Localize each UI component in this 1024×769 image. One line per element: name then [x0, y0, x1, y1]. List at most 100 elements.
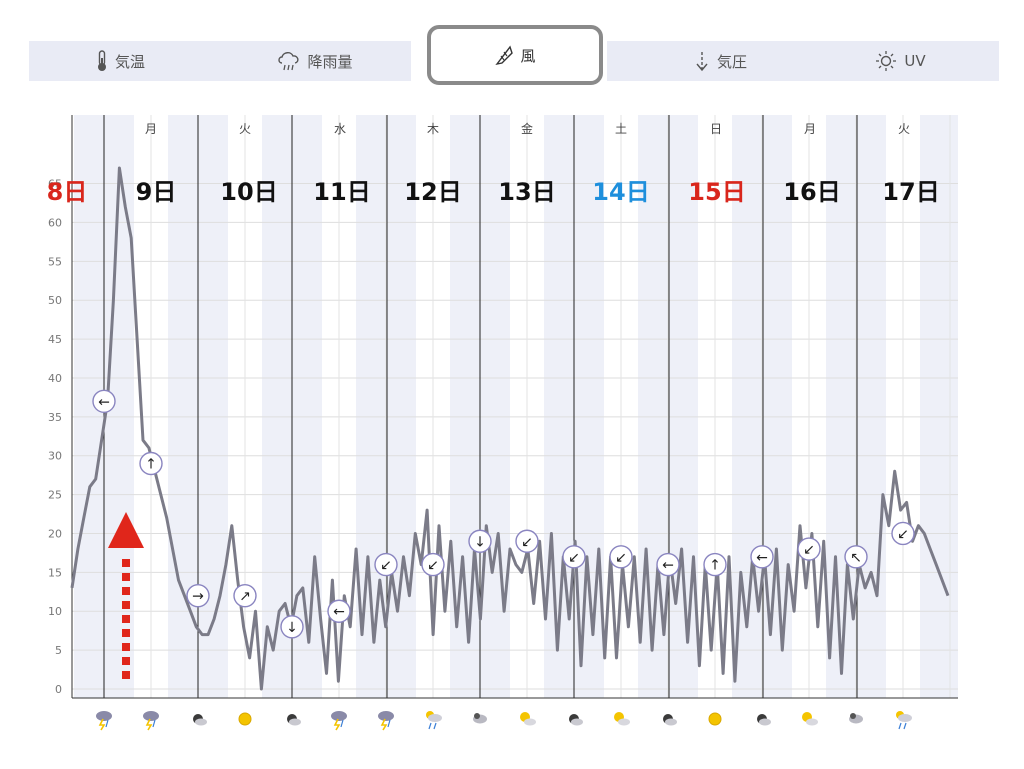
storm-icon	[378, 711, 394, 731]
y-tick-label: 45	[48, 333, 62, 346]
cloudy-night-icon	[757, 714, 771, 726]
weekday-label: 土	[615, 122, 627, 136]
night-band	[920, 115, 958, 698]
date-label: 14日	[592, 178, 649, 206]
weekday-label: 火	[239, 122, 251, 136]
tab-group-left	[29, 41, 411, 81]
tab-pressure[interactable]: 気圧	[660, 41, 780, 81]
y-tick-label: 40	[48, 372, 62, 385]
wind-direction-arrow: ←	[662, 558, 674, 574]
y-tick-label: 65	[48, 178, 62, 191]
windsock-icon	[495, 45, 514, 66]
cloudy-icon	[473, 713, 487, 724]
weekday-label: 水	[334, 122, 346, 136]
tab-group-right	[607, 41, 999, 81]
date-label: 17日	[882, 178, 939, 206]
wind-direction-marker: ↙	[515, 529, 539, 553]
wind-direction-marker: ↗	[233, 583, 257, 608]
y-tick-label: 50	[48, 294, 62, 307]
date-label: 8日	[47, 178, 88, 206]
cloudy-night-icon	[569, 714, 583, 726]
wind-direction-arrow: ↑	[709, 558, 721, 574]
wind-direction-arrow: ↓	[286, 620, 298, 636]
cloudy-icon	[849, 713, 863, 724]
y-tick-label: 25	[48, 489, 62, 502]
wind-direction-marker: ↙	[797, 537, 821, 561]
wind-direction-marker: ↓	[468, 529, 492, 553]
metric-tab-bar: 気温 降雨量 風 気圧	[0, 0, 1024, 100]
wind-direction-arrow: ↗	[239, 589, 251, 605]
cloudy-night-icon	[663, 714, 677, 726]
wind-direction-arrow: ←	[756, 550, 768, 566]
wind-direction-marker: ←	[750, 545, 774, 569]
tab-uv-label: UV	[904, 52, 926, 70]
date-label: 10日	[220, 178, 277, 206]
tab-temperature-label: 気温	[114, 52, 145, 71]
wind-direction-marker: ↑	[139, 451, 163, 476]
sunny-icon	[708, 712, 722, 726]
weekday-label: 金	[521, 121, 533, 136]
wind-direction-arrow: ↙	[427, 558, 439, 574]
y-tick-label: 10	[48, 605, 62, 618]
annotation-arrow	[108, 512, 144, 679]
wind-direction-marker: ←	[327, 599, 351, 623]
wind-direction-arrow: ←	[98, 394, 110, 410]
tab-wind[interactable]: 風	[427, 25, 603, 85]
date-label: 13日	[498, 178, 555, 206]
weekday-label: 月	[804, 122, 816, 136]
cloudy-night-icon	[287, 714, 301, 726]
wind-direction-marker: ↙	[374, 552, 398, 577]
rain-cloud-icon	[278, 52, 300, 71]
weekday-label: 木	[427, 122, 439, 136]
sun-cloud-icon	[614, 712, 630, 726]
tab-precipitation-label: 降雨量	[307, 52, 353, 71]
wind-direction-marker: ↙	[609, 545, 633, 569]
sunny-icon	[238, 712, 252, 726]
sun-icon	[876, 51, 897, 71]
date-label: 12日	[404, 178, 461, 206]
tab-uv[interactable]: UV	[840, 41, 960, 81]
date-label: 16日	[783, 178, 840, 206]
thermometer-icon	[97, 50, 106, 71]
wind-direction-marker: ↙	[562, 545, 586, 569]
date-label: 9日	[136, 178, 177, 206]
tab-wind-label: 風	[520, 46, 536, 65]
wind-direction-arrow: ←	[333, 604, 345, 620]
sun-cloud-icon	[802, 712, 818, 726]
date-label: 15日	[688, 178, 745, 206]
wind-direction-marker: ↓	[280, 615, 304, 639]
wind-direction-marker: ←	[92, 389, 116, 413]
wind-direction-arrow: ↙	[521, 534, 533, 550]
tab-precipitation[interactable]: 降雨量	[255, 41, 375, 81]
wind-direction-arrow: ↙	[803, 542, 815, 558]
y-tick-label: 20	[48, 527, 62, 540]
y-tick-label: 35	[48, 411, 62, 424]
cloudy-night-icon	[193, 714, 207, 726]
weekday-label: 火	[898, 122, 910, 136]
y-tick-label: 15	[48, 566, 62, 579]
wind-direction-marker: ↖	[844, 545, 868, 569]
y-tick-label: 55	[48, 255, 62, 268]
wind-direction-arrow: ↙	[380, 558, 392, 574]
storm-icon	[96, 711, 112, 731]
y-tick-label: 5	[55, 644, 62, 657]
wind-direction-marker: ↑	[703, 552, 727, 577]
weekday-label: 日	[710, 122, 722, 136]
tab-temperature[interactable]: 気温	[60, 41, 180, 81]
pressure-icon	[696, 52, 708, 72]
tab-pressure-label: 気圧	[716, 52, 747, 71]
storm-icon	[331, 711, 347, 731]
wind-direction-arrow: ↑	[145, 456, 157, 472]
date-label: 11日	[313, 178, 370, 206]
wind-direction-arrow: ↖	[850, 550, 862, 566]
wind-direction-marker: ↙	[421, 552, 445, 577]
y-tick-label: 30	[48, 450, 62, 463]
wind-direction-arrow: ↓	[474, 534, 486, 550]
wind-direction-marker: ←	[656, 552, 680, 577]
y-tick-label: 0	[55, 683, 62, 696]
storm-icon	[143, 711, 159, 731]
wind-direction-arrow: ↙	[615, 550, 627, 566]
wind-direction-marker: →	[186, 583, 210, 608]
weekday-label: 月	[145, 122, 157, 136]
